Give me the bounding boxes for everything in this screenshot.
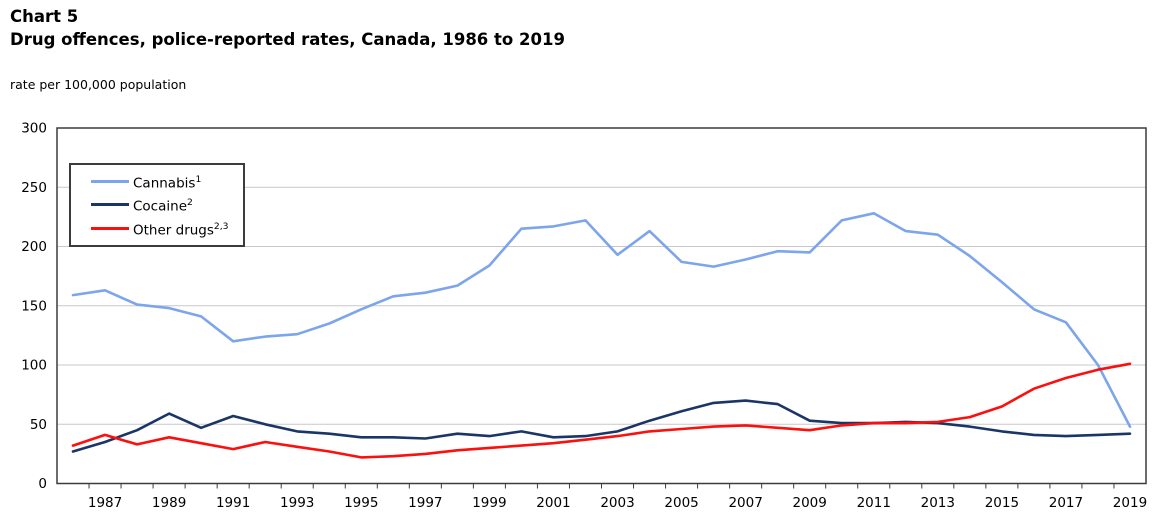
x-axis-label-1987: 1987 [88,495,122,511]
x-axis-label-1993: 1993 [280,495,314,511]
y-axis-label-50: 50 [30,417,47,433]
chart-title: Drug offences, police-reported rates, Ca… [10,30,565,49]
x-axis-label-1997: 1997 [408,495,442,511]
x-axis-label-2017: 2017 [1049,495,1083,511]
legend-swatch-other-drugs [91,226,129,230]
x-axis-label-2005: 2005 [664,495,698,511]
legend-label-cocaine: Cocaine2 [133,197,193,215]
y-axis-label-300: 300 [21,121,47,137]
chart-number: Chart 5 [10,7,79,26]
legend-item-other-drugs: Other drugs2,3 [91,220,239,239]
legend-swatch-cocaine [91,203,129,207]
x-axis-label-2009: 2009 [793,495,827,511]
y-axis-label-200: 200 [21,239,47,255]
x-axis-label-2001: 2001 [536,495,570,511]
x-axis-label-1991: 1991 [216,495,250,511]
y-axis-label-100: 100 [21,358,47,374]
chart-header: Chart 5 Drug offences, police-reported r… [10,5,565,92]
y-axis-label-150: 150 [21,298,47,314]
legend-label-other-drugs: Other drugs2,3 [133,220,229,239]
x-axis-label-2003: 2003 [600,495,634,511]
x-axis-label-1999: 1999 [472,495,506,511]
x-axis-label-1995: 1995 [344,495,378,511]
x-axis-label-2013: 2013 [921,495,955,511]
axis-unit-note: rate per 100,000 population [10,77,187,92]
x-axis-label-2019: 2019 [1113,495,1147,511]
series-line-cannabis [71,212,1132,428]
x-axis-label-2007: 2007 [728,495,762,511]
series-line-other-drugs [71,362,1132,459]
legend: Cannabis1 Cocaine2 Other drugs2,3 [69,163,245,247]
legend-item-cocaine: Cocaine2 [91,196,239,214]
x-axis-label-1989: 1989 [152,495,186,511]
x-axis-label-2015: 2015 [985,495,1019,511]
series-line-cocaine [71,399,1132,453]
legend-label-cannabis: Cannabis1 [133,173,202,192]
legend-item-cannabis: Cannabis1 [91,173,239,192]
x-axis-label-2011: 2011 [857,495,891,511]
y-axis-label-250: 250 [21,180,47,196]
legend-swatch-cannabis [91,180,129,184]
y-axis-label-0: 0 [38,476,47,492]
